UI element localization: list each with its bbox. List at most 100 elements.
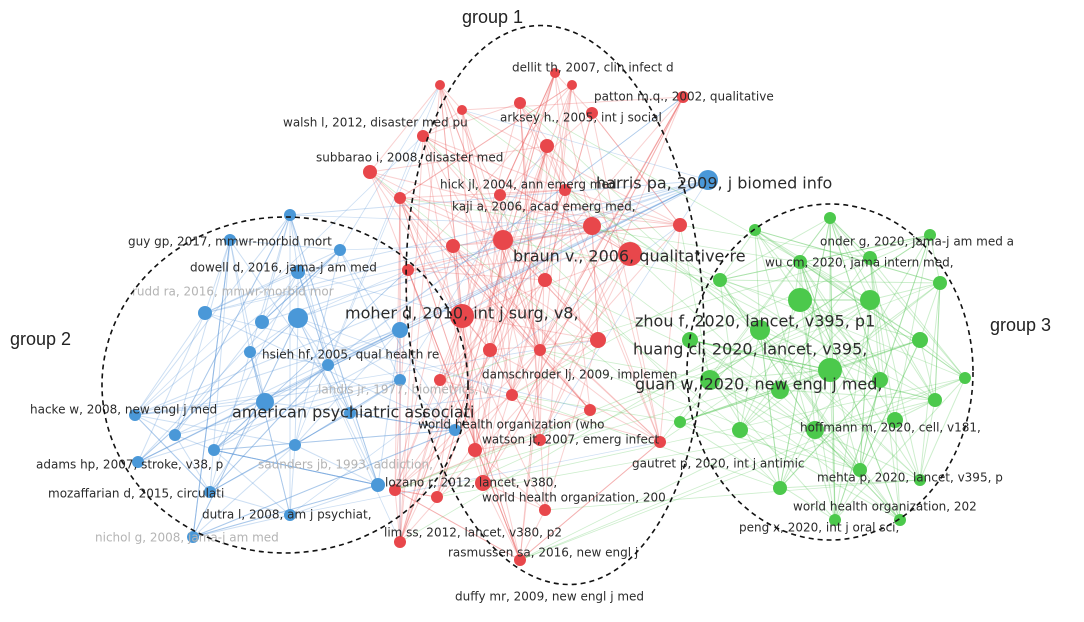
node xyxy=(446,239,460,253)
edge xyxy=(679,369,831,423)
edge xyxy=(859,379,881,471)
edge xyxy=(439,72,556,381)
node xyxy=(750,320,770,340)
node xyxy=(284,209,296,221)
node-label: american psychiatric associati xyxy=(232,403,474,422)
node-label: harris pa, 2009, j biomed info xyxy=(596,174,832,193)
node xyxy=(322,359,334,371)
edge xyxy=(192,239,231,538)
edge xyxy=(564,189,591,411)
edge xyxy=(452,245,591,411)
node xyxy=(402,264,414,276)
edge xyxy=(511,339,599,396)
edge xyxy=(709,234,931,381)
edge xyxy=(209,491,291,516)
edge xyxy=(394,489,401,543)
edge xyxy=(814,399,936,431)
edge xyxy=(894,419,921,481)
edge xyxy=(289,441,661,516)
edge xyxy=(539,96,684,351)
edge xyxy=(679,339,921,423)
edge xyxy=(829,217,881,381)
edge xyxy=(539,349,711,381)
edge xyxy=(779,217,831,489)
edge xyxy=(519,379,881,561)
edge xyxy=(407,269,521,561)
edge xyxy=(799,261,901,521)
edge xyxy=(439,234,931,381)
edge xyxy=(289,214,379,486)
node-label: world health organization (who xyxy=(418,418,605,432)
node-label: wu cm, 2020, jama intern med, xyxy=(765,256,954,270)
edge xyxy=(919,339,936,401)
edge xyxy=(799,261,966,379)
edge xyxy=(422,135,566,191)
edge xyxy=(754,229,881,381)
edge xyxy=(297,317,401,543)
edge xyxy=(539,96,684,441)
edge xyxy=(439,279,546,381)
edge xyxy=(759,329,861,471)
node-label: damschroder lj, 2009, implemen xyxy=(482,368,677,382)
edge xyxy=(869,257,896,421)
edge xyxy=(759,329,781,489)
edge xyxy=(739,329,761,431)
edge xyxy=(339,245,454,251)
edge xyxy=(859,299,871,471)
edge xyxy=(779,217,831,489)
edge xyxy=(399,197,521,561)
node xyxy=(567,80,577,90)
node xyxy=(540,139,554,153)
node xyxy=(132,456,144,468)
node xyxy=(449,424,461,436)
edge xyxy=(407,269,521,561)
edge xyxy=(399,329,761,543)
node xyxy=(457,105,467,115)
edge xyxy=(754,229,941,284)
edge xyxy=(436,349,541,498)
edge xyxy=(482,239,504,484)
edge xyxy=(519,102,921,481)
node xyxy=(698,170,718,190)
edge xyxy=(709,379,861,471)
edge xyxy=(394,489,521,561)
edge xyxy=(137,317,299,463)
edge xyxy=(204,271,299,314)
edge xyxy=(829,282,941,371)
node-label: hoffmann m, 2020, cell, v181, xyxy=(800,421,981,435)
edge xyxy=(834,299,871,521)
group-label: group 1 xyxy=(462,7,523,27)
edge xyxy=(436,315,463,498)
node-label: patton m.q., 2002, qualitative xyxy=(594,90,774,104)
edge xyxy=(204,312,456,431)
edge xyxy=(261,249,341,323)
node xyxy=(806,421,824,439)
edge xyxy=(544,189,566,511)
edge xyxy=(869,257,881,381)
edge xyxy=(934,282,941,401)
edge xyxy=(452,245,661,443)
edge xyxy=(261,179,709,323)
edge xyxy=(519,84,573,561)
edge xyxy=(689,339,831,371)
node xyxy=(539,504,551,516)
nodes xyxy=(129,68,971,566)
edge xyxy=(134,414,211,493)
edge xyxy=(439,84,501,196)
edge xyxy=(919,282,941,481)
edge xyxy=(204,225,593,314)
edge xyxy=(213,429,456,451)
node xyxy=(434,374,446,386)
edge xyxy=(407,253,631,271)
edge xyxy=(213,449,291,516)
edge xyxy=(482,279,546,484)
edge xyxy=(439,84,476,451)
edge xyxy=(209,412,351,493)
node xyxy=(853,463,867,477)
edge xyxy=(137,179,709,463)
edge xyxy=(779,339,921,391)
edge xyxy=(502,239,599,341)
edge xyxy=(422,135,781,489)
edge xyxy=(499,194,816,431)
edge xyxy=(399,197,681,226)
